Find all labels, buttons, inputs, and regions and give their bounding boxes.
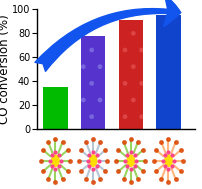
Bar [156, 15, 180, 129]
Circle shape [51, 155, 59, 166]
Bar [43, 87, 67, 129]
Bar [118, 20, 142, 129]
Circle shape [164, 155, 171, 166]
Bar [80, 36, 105, 129]
Y-axis label: CO conversion (%): CO conversion (%) [0, 14, 11, 124]
Circle shape [89, 155, 96, 166]
Circle shape [126, 155, 134, 166]
